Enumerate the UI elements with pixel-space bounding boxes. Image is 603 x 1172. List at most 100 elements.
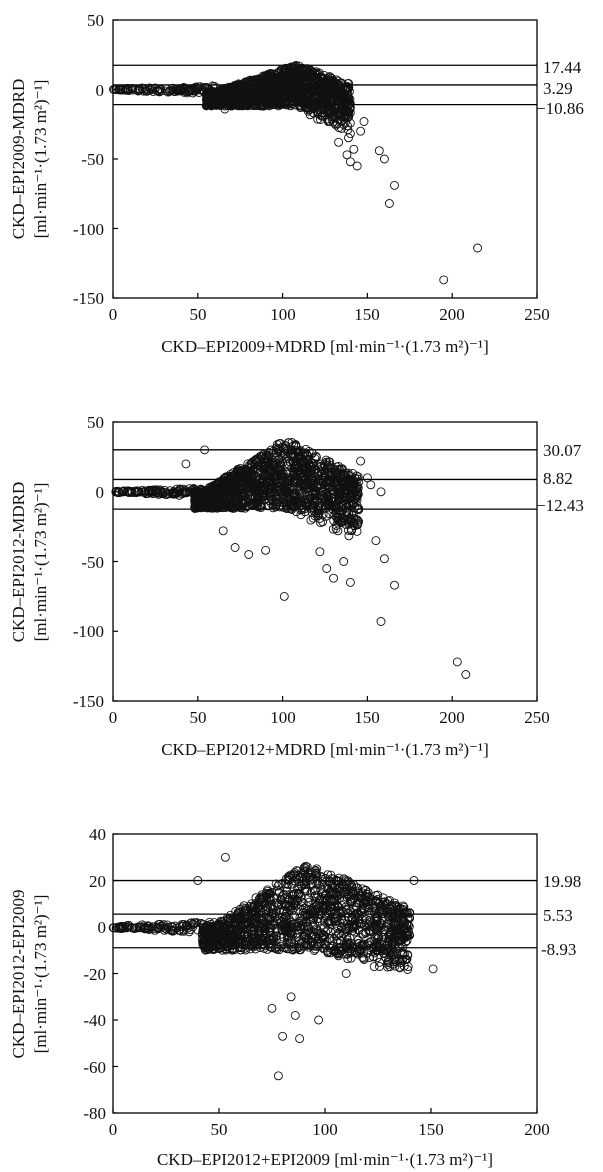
scatter-point — [371, 536, 381, 546]
scatter-point — [295, 1034, 305, 1044]
scatter-point — [349, 144, 359, 154]
scatter-point — [342, 150, 352, 160]
scatter-point — [345, 129, 355, 139]
scatter-point — [331, 524, 341, 534]
scatter-point — [344, 133, 353, 143]
y-tick-label: 50 — [87, 413, 104, 432]
scatter-point — [154, 489, 164, 499]
scatter-point — [294, 101, 304, 110]
scatter-point — [188, 922, 198, 932]
scatter-point — [294, 494, 304, 504]
scatter-point — [273, 78, 283, 88]
scatter-point — [272, 444, 282, 454]
scatter-point — [253, 84, 263, 94]
scatter-point — [130, 488, 140, 498]
scatter-point — [244, 470, 254, 480]
scatter-point — [228, 474, 238, 484]
scatter-point — [251, 84, 261, 94]
scatter-point — [181, 459, 191, 469]
scatter-point — [390, 580, 399, 590]
x-tick-label: 0 — [109, 708, 118, 727]
scatter-point — [283, 452, 293, 462]
panel-1-y-tick-labels: 50 0 -50 -100 -150 — [73, 11, 104, 308]
scatter-point — [127, 84, 137, 94]
scatter-point — [202, 100, 212, 110]
scatter-point — [327, 114, 337, 124]
scatter-point — [439, 275, 449, 285]
scatter-point — [337, 89, 347, 99]
x-tick-label: 200 — [439, 708, 465, 727]
scatter-point — [206, 87, 216, 97]
scatter-point — [257, 76, 267, 86]
scatter-point — [346, 491, 356, 501]
scatter-point — [209, 500, 219, 510]
scatter-point — [390, 180, 399, 190]
scatter-point — [258, 464, 268, 474]
scatter-point — [232, 96, 242, 106]
scatter-point — [379, 154, 389, 164]
panel-2-x-tick-labels: 0 50 100 150 200 250 — [109, 708, 550, 727]
scatter-point — [310, 494, 320, 503]
scatter-point — [246, 459, 256, 468]
scatter-point — [328, 496, 338, 506]
scatter-point — [169, 489, 179, 499]
scatter-point — [267, 482, 277, 492]
scatter-point — [263, 473, 273, 483]
scatter-point — [232, 502, 242, 512]
scatter-point — [316, 79, 326, 89]
scatter-point — [221, 91, 231, 101]
scatter-point — [148, 486, 158, 496]
scatter-point — [243, 100, 253, 109]
scatter-point — [301, 89, 310, 98]
scatter-point — [339, 99, 348, 108]
scatter-point — [287, 491, 297, 501]
scatter-point — [236, 86, 246, 96]
scatter-point — [210, 487, 220, 497]
scatter-point — [251, 464, 261, 474]
scatter-point — [334, 137, 344, 147]
scatter-point — [313, 109, 323, 119]
scatter-point — [379, 554, 389, 564]
scatter-point — [296, 510, 306, 520]
scatter-point — [258, 481, 268, 491]
scatter-point — [254, 494, 264, 504]
y-tick-label: -50 — [81, 553, 104, 572]
scatter-point — [288, 71, 298, 81]
scatter-point — [155, 87, 164, 97]
upper-limit-label: 30.07 — [543, 441, 582, 460]
scatter-point — [116, 924, 126, 934]
scatter-point — [139, 86, 149, 96]
scatter-point — [266, 88, 276, 98]
scatter-point — [301, 444, 311, 454]
scatter-point — [322, 95, 332, 105]
scatter-point — [287, 82, 297, 92]
scatter-point — [303, 100, 313, 110]
scatter-point — [220, 104, 230, 114]
scatter-point — [344, 471, 354, 480]
scatter-point — [335, 108, 344, 118]
x-tick-label: 200 — [439, 305, 465, 324]
scatter-point — [191, 503, 201, 513]
scatter-point — [233, 488, 243, 498]
scatter-point — [307, 101, 317, 111]
scatter-point — [228, 502, 238, 512]
scatter-point — [143, 923, 153, 933]
scatter-point — [153, 924, 163, 934]
scatter-points — [111, 438, 471, 679]
scatter-point — [334, 97, 344, 107]
scatter-point — [252, 501, 262, 510]
scatter-point — [354, 505, 364, 515]
scatter-point — [268, 446, 278, 456]
scatter-point — [200, 445, 210, 455]
scatter-point — [309, 85, 319, 95]
x-tick-label: 150 — [354, 305, 380, 324]
scatter-point — [326, 478, 336, 488]
x-tick-label: 50 — [190, 708, 207, 727]
scatter-point — [333, 515, 343, 525]
scatter-point — [384, 199, 394, 208]
scatter-point — [343, 94, 353, 104]
upper-limit-label: 17.44 — [543, 58, 582, 77]
scatter-point — [308, 108, 318, 118]
scatter-point — [302, 498, 312, 508]
scatter-point — [344, 83, 353, 93]
